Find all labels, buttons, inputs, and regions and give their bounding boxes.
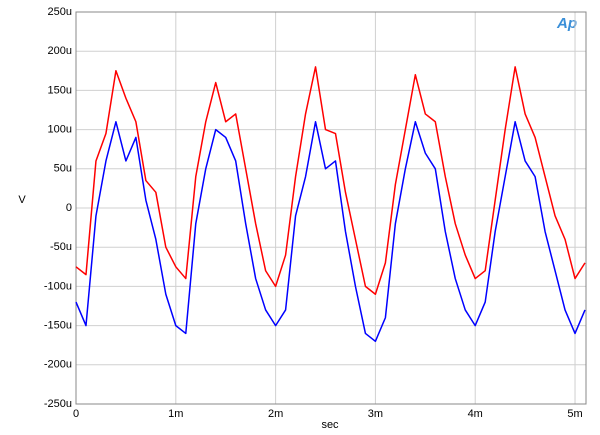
y-tick-label: 150u (48, 84, 72, 96)
y-tick-label: 250u (48, 6, 72, 18)
y-tick-label: 200u (48, 45, 72, 57)
plot-frame (75, 11, 587, 405)
x-tick-label: 0 (73, 408, 79, 420)
y-tick-label: 0 (66, 202, 72, 214)
y-tick-label: -250u (44, 398, 72, 410)
y-axis-label: V (18, 194, 26, 206)
y-tick-label: -50u (50, 241, 72, 253)
y-tick-label: -150u (44, 320, 72, 332)
y-tick-label: -100u (44, 280, 72, 292)
data-line (75, 121, 586, 343)
x-axis-label: sec (321, 419, 339, 431)
x-tick-label: 5m (567, 408, 582, 420)
x-tick-label: 2m (268, 408, 283, 420)
data-line (75, 66, 586, 295)
x-tick-label: 4m (468, 408, 483, 420)
x-tick-label: 1m (168, 408, 183, 420)
y-tick-label: 50u (54, 163, 72, 175)
x-tick-label: 3m (368, 408, 383, 420)
y-tick-label: -200u (44, 359, 72, 371)
y-tick-label: 100u (48, 124, 72, 136)
logo: Ap (556, 15, 577, 32)
